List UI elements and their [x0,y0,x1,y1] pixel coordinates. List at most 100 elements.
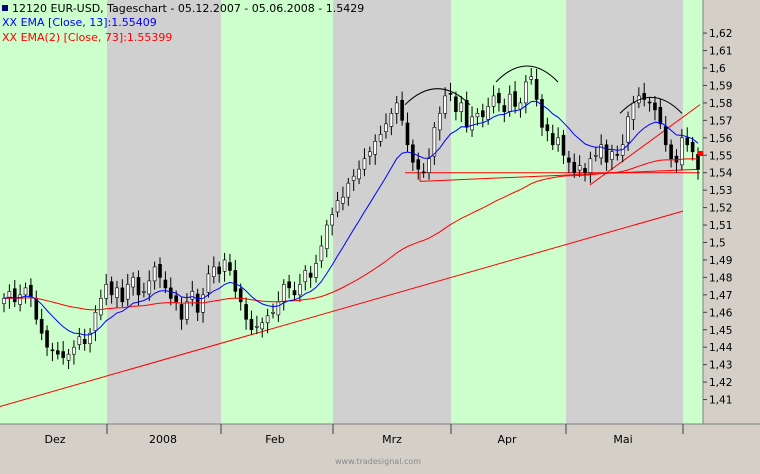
candle-body [567,157,571,163]
candle-body [244,304,248,320]
candle-body [55,350,60,355]
candle-body [599,144,603,159]
candle-body [303,270,308,283]
candle-body [287,281,291,289]
candle-body [93,311,98,331]
candle-body [324,224,329,249]
candle-body [179,304,184,320]
candle-body [470,116,474,131]
candle-body [34,298,39,320]
candle-body [486,106,490,120]
candle-body [610,151,614,160]
candle-body [346,182,351,198]
candle-body [88,332,92,345]
y-tick-label: 1,5 [709,238,726,250]
candle-body [421,171,426,174]
candle-body [443,95,447,114]
candle-body [448,93,453,95]
candle-body [362,158,367,170]
candle-body [292,290,297,296]
candle-body [540,99,544,128]
candle-body [647,101,652,104]
y-tick-label: 1,55 [709,150,732,162]
candle-body [351,175,356,181]
candle-body [82,339,87,345]
candle-body [389,113,394,127]
candle-body [481,110,485,118]
candle-body [513,91,517,107]
candle-body [593,154,598,157]
x-tick-label: Dez [44,433,65,446]
candle-body [66,353,71,361]
instrument-label: 12120 EUR-USD, Tageschart - 05.12.2007 -… [12,2,365,15]
candle-body [271,311,275,314]
candle-body [550,133,555,146]
candle-body [400,99,404,121]
candle-body [125,284,130,300]
candle-body [190,291,195,300]
x-tick-label: Feb [265,433,284,446]
y-tick-label: 1,47 [709,290,732,302]
resistance-arcs [404,65,683,114]
candle-body [330,214,334,226]
candle-body [335,200,340,213]
candle-body [583,168,587,173]
y-tick-label: 1,58 [709,98,732,110]
candle-body [104,284,109,299]
candle-body [378,134,383,142]
price-axis[interactable]: 1,411,421,431,441,451,461,471,481,491,51… [703,28,733,407]
candle-body [314,263,318,278]
candle-body [373,140,378,155]
candle-body [217,266,221,275]
candle-body [228,262,232,271]
candle-body [437,113,442,131]
candle-body [663,126,668,146]
month-band [107,0,221,424]
month-band [451,0,566,424]
candle-body [669,144,673,160]
candle-body [464,99,469,128]
candle-body [384,123,388,132]
candle-body [319,245,324,262]
candle-body [109,281,114,296]
candle-body [394,102,399,114]
instrument-legend: 12120 EUR-USD, Tageschart - 05.12.2007 -… [2,1,364,16]
candle-body [152,266,157,282]
candle-body [308,272,313,278]
candle-body [45,330,49,348]
candle-body [222,259,227,272]
candle-body [545,124,550,132]
candle-body [690,141,695,153]
candle-body [518,102,523,110]
candle-body [680,137,684,166]
candlestick-series [2,68,700,370]
candle-body [685,137,690,146]
ema-13-line [3,100,699,336]
time-axis[interactable]: Dez 2008 Feb Mrz Apr Mai [44,424,684,446]
candle-body [556,137,560,146]
trend-lines [0,104,701,408]
candle-body [405,122,410,146]
candle-body [674,155,679,163]
resistance-arc [404,88,471,106]
month-band [333,0,451,424]
y-tick-label: 1,54 [709,168,733,180]
candle-body [341,196,345,204]
candle-body [29,284,33,297]
candle-body [39,318,44,334]
candle-body [631,102,636,120]
candle-body [238,288,243,303]
candle-body [142,291,146,293]
month-band [683,0,703,424]
candle-body [653,102,657,111]
y-tick-label: 1,45 [709,325,732,337]
candle-body [615,154,620,156]
candle-body [416,159,421,170]
x-tick-label: Mrz [382,433,402,446]
y-tick-label: 1,6 [709,63,726,75]
x-tick-label: Mai [613,433,632,446]
candle-body [249,318,254,331]
candle-body [163,279,168,289]
